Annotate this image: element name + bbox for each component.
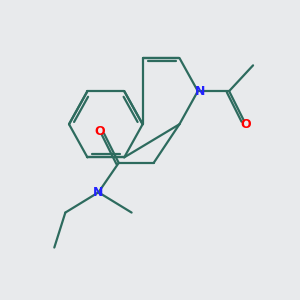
Text: O: O — [240, 118, 251, 131]
Text: O: O — [94, 125, 105, 138]
Text: N: N — [93, 186, 104, 199]
Text: N: N — [195, 85, 206, 98]
